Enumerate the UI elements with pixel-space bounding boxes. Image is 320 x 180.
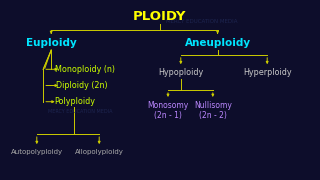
Text: Autopolyploidy: Autopolyploidy xyxy=(11,149,63,155)
Text: Monosomy
(2n - 1): Monosomy (2n - 1) xyxy=(148,101,188,120)
Text: Allopolyploidy: Allopolyploidy xyxy=(75,149,124,155)
Text: Nullisomy
(2n - 2): Nullisomy (2n - 2) xyxy=(194,101,232,120)
Text: Hypoploidy: Hypoploidy xyxy=(158,68,204,77)
Text: Euploidy: Euploidy xyxy=(26,38,76,48)
Text: Monoploidy (n): Monoploidy (n) xyxy=(55,65,115,74)
Text: MERCY EDUCATION MEDIA: MERCY EDUCATION MEDIA xyxy=(166,19,237,24)
Text: Polyploidy: Polyploidy xyxy=(55,97,96,106)
Text: Hyperploidy: Hyperploidy xyxy=(243,68,292,77)
Text: MERCY EDUCATION MEDIA: MERCY EDUCATION MEDIA xyxy=(48,109,112,114)
Text: Aneuploidy: Aneuploidy xyxy=(185,38,251,48)
Text: Diploidy (2n): Diploidy (2n) xyxy=(56,81,108,90)
Text: PLOIDY: PLOIDY xyxy=(133,10,187,23)
